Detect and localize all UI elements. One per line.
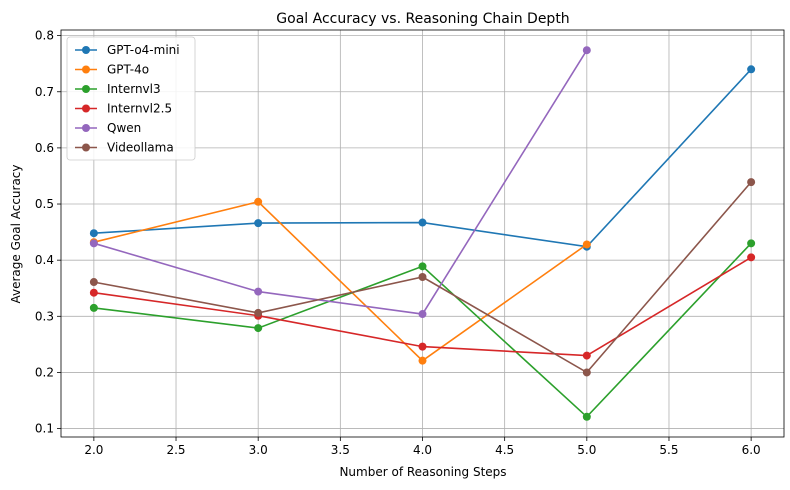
legend-marker — [82, 65, 90, 74]
x-tick-label: 6.0 — [742, 443, 761, 457]
x-tick-label: 4.0 — [413, 443, 432, 457]
data-point-internvl2-5 — [418, 342, 427, 351]
data-point-qwen — [418, 310, 427, 319]
x-tick-label: 2.5 — [166, 443, 185, 457]
y-tick-label: 0.1 — [35, 422, 54, 436]
legend-marker — [82, 143, 90, 152]
y-tick-label: 0.7 — [35, 85, 54, 99]
legend-item: Qwen — [75, 121, 141, 135]
data-point-videollama — [254, 308, 263, 317]
legend-item: GPT-o4-mini — [75, 43, 180, 57]
legend-marker — [82, 46, 90, 54]
data-point-internvl2-5 — [747, 253, 756, 262]
legend-label: Internvl3 — [107, 82, 161, 96]
y-axis-label: Average Goal Accuracy — [9, 164, 23, 303]
series-line-qwen — [93, 49, 588, 315]
series-layer — [89, 46, 756, 421]
legend-box — [66, 36, 196, 161]
legend-label: Qwen — [107, 121, 141, 135]
x-axis: 2.0 2.5 3.0 3.5 4.0 4.5 5.0 5.5 6.0 — [84, 437, 761, 457]
data-point-gpt-o4-mini — [89, 229, 98, 238]
data-point-internvl3 — [89, 303, 98, 312]
series-qwen — [89, 46, 591, 319]
series-gpt-o4-mini — [89, 65, 756, 251]
legend-label: Videollama — [107, 141, 174, 155]
series-internvl3 — [89, 239, 756, 421]
legend-item: Internvl2.5 — [75, 102, 172, 116]
data-point-videollama — [418, 273, 427, 282]
legend-label: Internvl2.5 — [107, 102, 172, 116]
legend-marker — [82, 124, 90, 132]
y-tick-label: 0.8 — [35, 29, 54, 43]
data-point-gpt-o4-mini — [418, 218, 427, 227]
series-line-gpt-4o — [93, 200, 588, 362]
x-axis-label: Number of Reasoning Steps — [339, 465, 506, 479]
legend-marker — [82, 104, 90, 113]
data-point-gpt-4o — [582, 240, 591, 249]
y-tick-label: 0.6 — [35, 141, 54, 155]
data-point-internvl3 — [747, 239, 756, 248]
x-tick-label: 2.0 — [84, 443, 103, 457]
data-point-internvl2-5 — [89, 288, 98, 297]
x-tick-label: 5.0 — [577, 443, 596, 457]
data-point-gpt-4o — [254, 197, 263, 206]
data-point-internvl2-5 — [582, 351, 591, 360]
legend-item: Internvl3 — [75, 82, 161, 96]
x-tick-label: 4.5 — [495, 443, 514, 457]
data-point-internvl3 — [582, 412, 591, 421]
data-point-videollama — [582, 368, 591, 377]
y-tick-label: 0.5 — [35, 197, 54, 211]
y-axis: 0.1 0.2 0.3 0.4 0.5 0.6 0.7 0.8 — [35, 29, 61, 436]
y-tick-label: 0.3 — [35, 309, 54, 323]
series-videollama — [89, 178, 756, 377]
y-tick-label: 0.2 — [35, 365, 54, 379]
legend-marker — [82, 85, 90, 93]
legend-label: GPT-o4-mini — [107, 43, 180, 57]
data-point-internvl3 — [418, 262, 427, 271]
data-point-qwen — [89, 239, 98, 248]
legend-label: GPT-4o — [107, 63, 149, 77]
y-tick-label: 0.4 — [35, 253, 54, 267]
data-point-videollama — [747, 178, 756, 187]
x-tick-label: 5.5 — [659, 443, 678, 457]
data-point-gpt-o4-mini — [747, 65, 756, 74]
x-tick-label: 3.5 — [331, 443, 350, 457]
legend-item: GPT-4o — [75, 63, 149, 77]
data-point-qwen — [582, 46, 591, 55]
x-tick-label: 3.0 — [249, 443, 268, 457]
data-point-videollama — [89, 278, 98, 287]
data-point-qwen — [254, 287, 263, 296]
chart-title: Goal Accuracy vs. Reasoning Chain Depth — [276, 11, 569, 27]
data-point-gpt-4o — [418, 356, 427, 365]
legend: GPT-o4-mini GPT-4o Internvl3 Internvl2.5 Qwe… — [66, 36, 196, 161]
data-point-internvl3 — [254, 324, 263, 333]
data-point-gpt-o4-mini — [254, 219, 263, 228]
grid — [61, 30, 784, 437]
legend-item: Videollama — [75, 141, 174, 155]
